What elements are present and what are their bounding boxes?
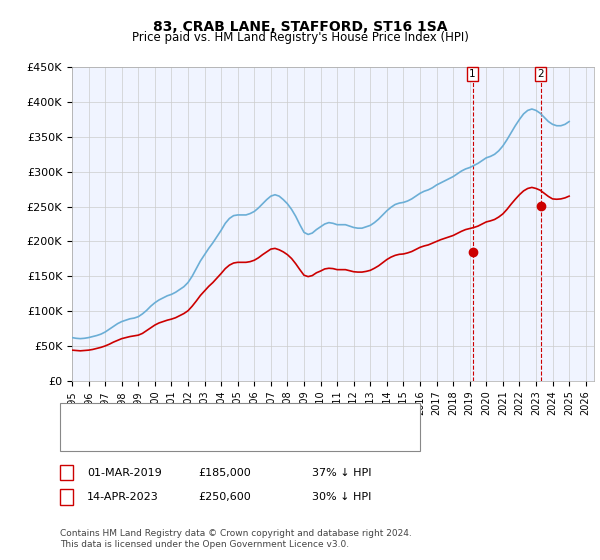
Text: 2: 2 [538,69,544,80]
Text: £250,600: £250,600 [198,492,251,502]
Text: 1: 1 [63,468,70,478]
Text: 1: 1 [469,69,476,80]
Text: —: — [72,425,88,440]
Text: Contains HM Land Registry data © Crown copyright and database right 2024.
This d: Contains HM Land Registry data © Crown c… [60,529,412,549]
Text: —: — [72,405,88,419]
Text: 01-MAR-2019: 01-MAR-2019 [87,468,162,478]
Text: 14-APR-2023: 14-APR-2023 [87,492,159,502]
Text: 30% ↓ HPI: 30% ↓ HPI [312,492,371,502]
Text: 2: 2 [63,492,70,502]
Text: HPI: Average price, detached house, Stafford: HPI: Average price, detached house, Staf… [102,428,337,438]
Text: 37% ↓ HPI: 37% ↓ HPI [312,468,371,478]
Text: Price paid vs. HM Land Registry's House Price Index (HPI): Price paid vs. HM Land Registry's House … [131,31,469,44]
Text: 83, CRAB LANE, STAFFORD, ST16 1SA (detached house): 83, CRAB LANE, STAFFORD, ST16 1SA (detac… [102,408,394,418]
Text: 83, CRAB LANE, STAFFORD, ST16 1SA: 83, CRAB LANE, STAFFORD, ST16 1SA [153,20,447,34]
Text: £185,000: £185,000 [198,468,251,478]
